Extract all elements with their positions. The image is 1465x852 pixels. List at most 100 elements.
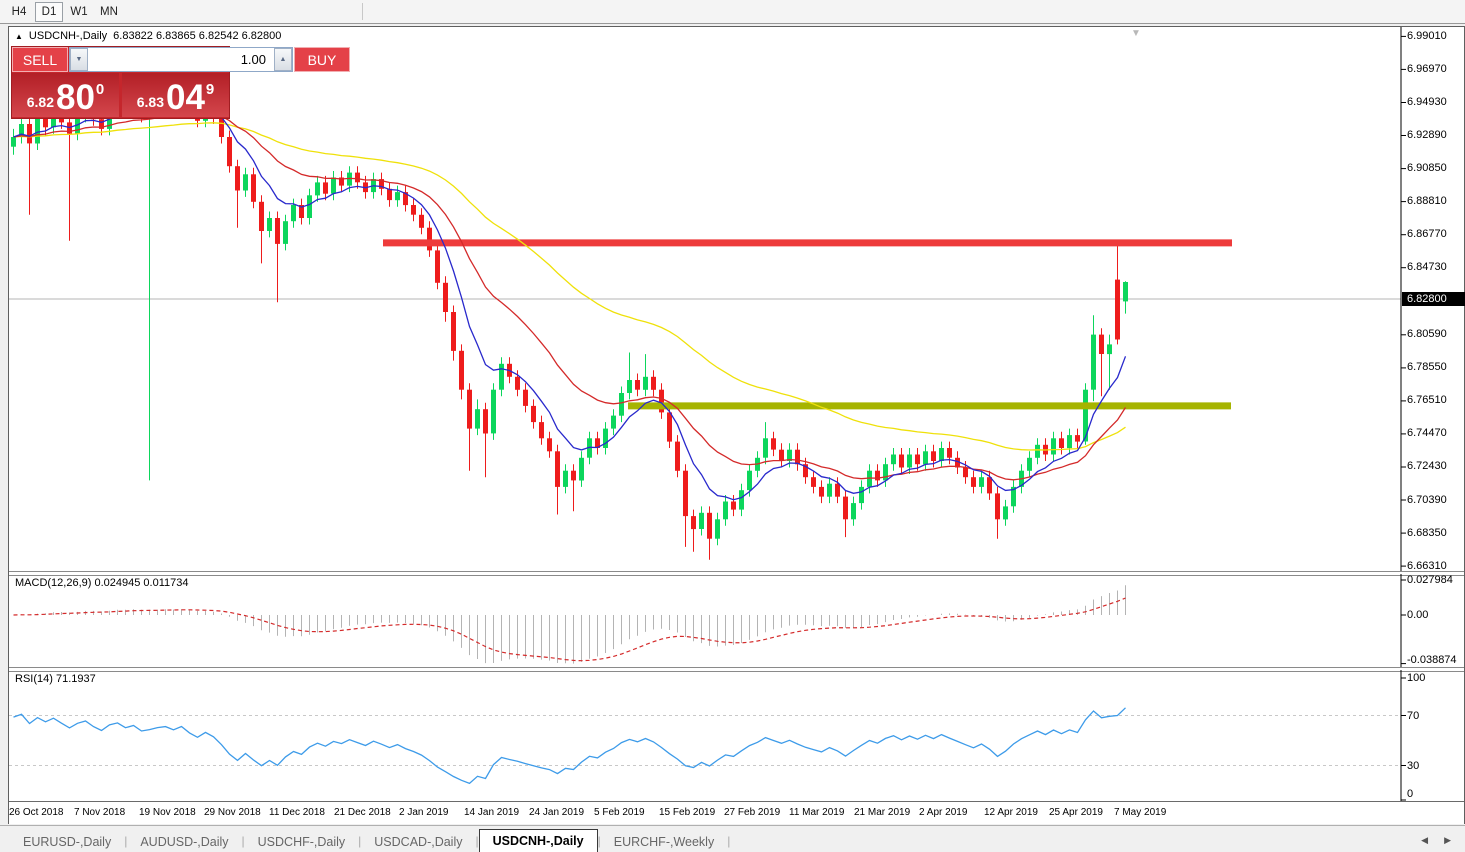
chart-window: ▲ USDCNH-,Daily 6.83822 6.83865 6.82542 … [8,26,1465,824]
rsi-panel[interactable]: RSI(14) 71.1937 100 70 30 0 [9,670,1464,801]
macd-tick-label: 0.00 [1407,609,1429,621]
toolbar-separator [362,3,363,20]
volume-decrease-button[interactable]: ▼ [70,48,88,71]
price-tick-label: 6.80590 [1407,328,1447,340]
ma-8-line [13,105,1127,501]
chart-tab-eurchf-weekly[interactable]: EURCHF-,Weekly [613,834,715,849]
timeframe-button-w1[interactable]: W1 [70,5,88,18]
chart-tab-usdcnh-daily[interactable]: USDCNH-,Daily [478,829,598,852]
chart-tab-usdchf-daily[interactable]: USDCHF-,Daily [257,834,346,849]
date-tick-label: 21 Dec 2018 [334,807,391,818]
tab-scroll-left-icon[interactable]: ◀ [1421,835,1429,845]
tab-separator: | [727,834,731,848]
rsi-tick-label: 0 [1407,788,1414,800]
rsi-label: RSI(14) 71.1937 [15,673,96,685]
date-tick-label: 2 Apr 2019 [919,807,968,818]
date-tick-label: 14 Jan 2019 [464,807,520,818]
buy-price-pips: 04 [165,78,205,117]
macd-panel[interactable]: MACD(12,26,9) 0.024945 0.011734 0.027984… [9,574,1464,667]
price-tick-label: 6.68350 [1407,527,1447,539]
candles [11,91,1128,560]
price-tick-label: 6.74470 [1407,427,1447,439]
panel-separator[interactable] [9,667,1464,672]
sell-button[interactable]: SELL [12,47,68,72]
price-tick-label: 6.94930 [1407,96,1447,108]
chart-tab-audusd-daily[interactable]: AUDUSD-,Daily [140,834,229,849]
price-tick-label: 6.96970 [1407,63,1447,75]
chart-tab-eurusd-daily[interactable]: EURUSD-,Daily [23,834,112,849]
price-chart-panel[interactable]: ▲ USDCNH-,Daily 6.83822 6.83865 6.82542 … [9,27,1465,572]
macd-plot[interactable] [9,574,1464,667]
rsi-plot[interactable] [9,670,1464,801]
date-tick-label: 12 Apr 2019 [984,807,1038,818]
sell-price-big-figure: 6.82 [26,94,54,110]
ma-55-line [13,122,1126,451]
sell-price-pipette: 0 [95,81,105,98]
date-tick-label: 19 Nov 2018 [139,807,196,818]
chart-symbol-label: USDCNH-,Daily [28,30,108,42]
tab-separator: | [241,834,245,848]
date-tick-label: 7 May 2019 [1114,807,1167,818]
date-tick-label: 2 Jan 2019 [399,807,449,818]
price-tick-label: 6.78550 [1407,361,1447,373]
price-tick-label: 6.88810 [1407,195,1447,207]
panel-separator[interactable] [9,571,1464,576]
timeframe-button-d1[interactable]: D1 [35,1,63,22]
date-tick-label: 15 Feb 2019 [659,807,716,818]
date-tick-label: 7 Nov 2018 [74,807,126,818]
date-tick-label: 11 Mar 2019 [789,807,845,818]
chart-shift-marker-icon[interactable]: ▼ [1131,28,1141,39]
price-tick-label: 6.86770 [1407,228,1447,240]
buy-price-pipette: 9 [205,81,215,98]
date-tick-label: 25 Apr 2019 [1049,807,1103,818]
price-tick-label: 6.92890 [1407,129,1447,141]
date-tick-label: 11 Dec 2018 [269,807,325,818]
timeframe-toolbar: H4 D1 W1 MN [0,0,1465,24]
rsi-tick-label: 70 [1407,710,1420,722]
price-tick-label: 6.76510 [1407,394,1447,406]
chart-tab-usdcad-daily[interactable]: USDCAD-,Daily [374,834,463,849]
triangle-down-icon: ▼ [75,56,83,63]
volume-increase-button[interactable]: ▲ [274,48,292,71]
tab-separator: | [124,834,128,848]
ma-21-line [13,113,1127,481]
buy-button[interactable]: BUY [294,47,350,72]
tab-separator: | [475,834,479,848]
volume-spinner: ▼ ▲ [69,47,293,72]
sell-price-display[interactable]: 6.82 80 0 [12,73,119,117]
sell-price-pips: 80 [55,78,95,117]
timeframe-button-mn[interactable]: MN [100,5,118,18]
date-axis: 26 Oct 2018 7 Nov 2018 19 Nov 2018 29 Nov 2… [9,801,1464,824]
date-tick-label: 24 Jan 2019 [529,807,585,818]
date-tick-label: 26 Oct 2018 [9,807,64,818]
rsi-tick-label: 30 [1407,760,1420,772]
tab-separator: | [358,834,362,848]
macd-histogram [21,585,1126,664]
tab-separator: | [597,834,601,848]
volume-input[interactable] [88,48,274,71]
price-tick-label: 6.84730 [1407,261,1447,273]
buy-price-display[interactable]: 6.83 04 9 [122,73,229,117]
price-tick-label: 6.99010 [1407,30,1447,42]
chart-title: ▲ USDCNH-,Daily 6.83822 6.83865 6.82542 … [15,30,281,42]
price-tick-label: 6.70390 [1407,494,1447,506]
price-tick-label: 6.72430 [1407,460,1447,472]
tab-scroll-right-icon[interactable]: ▶ [1444,835,1451,845]
chart-ohlc-values: 6.83822 6.83865 6.82542 6.82800 [113,30,282,42]
macd-label: MACD(12,26,9) 0.024945 0.011734 [15,577,189,589]
date-tick-label: 27 Feb 2019 [724,807,781,818]
date-tick-label: 29 Nov 2018 [204,807,261,818]
timeframe-button-h4[interactable]: H4 [11,5,27,18]
chart-tab-bar: EURUSD-,Daily | AUDUSD-,Daily | USDCHF-,Dail… [0,825,1465,852]
chart-collapse-icon[interactable]: ▲ [15,31,23,41]
macd-signal-line [13,597,1126,662]
date-tick-label: 21 Mar 2019 [854,807,911,818]
rsi-line [13,707,1126,785]
date-tick-label: 5 Feb 2019 [594,807,645,818]
tab-scroll-buttons: ◀ ▶ [1421,835,1451,846]
price-tick-label: 6.90850 [1407,162,1447,174]
macd-tick-label: 0.027984 [1407,574,1453,586]
current-price-tag: 6.82800 [1402,292,1465,306]
